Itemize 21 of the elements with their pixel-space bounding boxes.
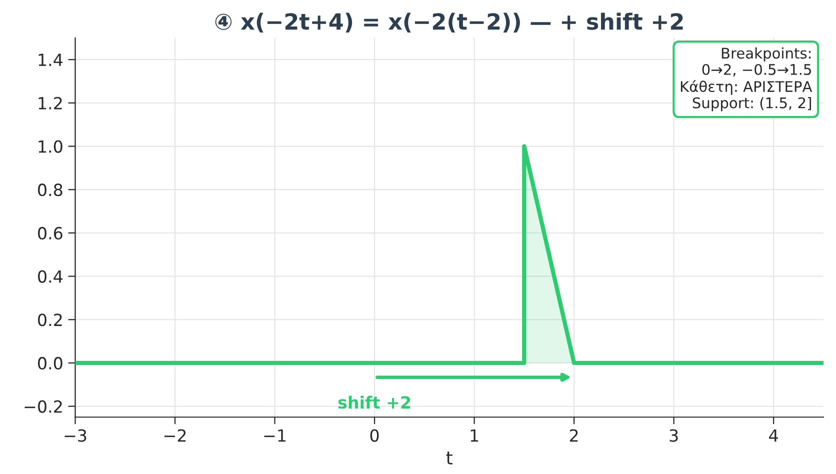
x-tick-label: 1 — [470, 429, 478, 442]
x-tick-label: 4 — [769, 429, 778, 442]
y-tick-label: 0.0 — [38, 356, 62, 370]
y-tick-label: 0.4 — [38, 270, 62, 283]
x-tick-label: 3 — [670, 429, 678, 442]
y-tick-label: 0.8 — [38, 184, 62, 196]
y-tick-label: 1.0 — [38, 140, 62, 153]
y-tick-label: 1.2 — [38, 96, 62, 110]
chart-title: ④ x(−2t+4) = x(−2(t−2)) — + shift +2 — [215, 12, 683, 33]
annotation: shift +2 — [338, 396, 410, 409]
x-tick-label: −1 — [264, 429, 286, 442]
x-tick-label: 2 — [570, 429, 578, 442]
y-tick-label: 0.6 — [38, 226, 62, 240]
x-tick-label: −2 — [164, 429, 186, 442]
annotation: Breakpoints: 0→2, −0.5→1.5 Κάθετη: ΑΡΙΣΤΕΡΑ Support: (1.5, 2] — [680, 47, 812, 112]
y-tick-label: −0.2 — [24, 400, 62, 413]
x-axis-title: t — [446, 452, 452, 464]
x-tick-label: −3 — [64, 429, 86, 442]
x-tick-label: 0 — [370, 429, 379, 442]
y-tick-label: 0.2 — [38, 314, 62, 326]
y-tick-label: 1.4 — [38, 54, 62, 66]
